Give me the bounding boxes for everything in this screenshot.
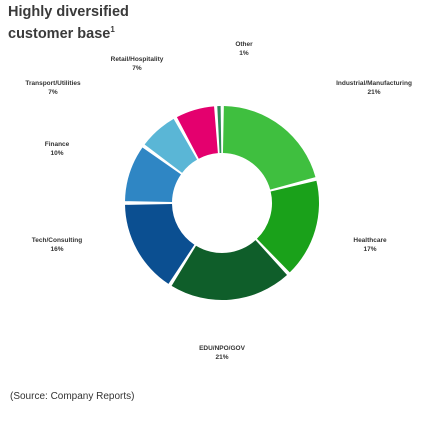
title-line-1: Highly diversified bbox=[8, 4, 129, 20]
slice-tech-consulting bbox=[125, 203, 195, 284]
slice-retail-hospitality bbox=[176, 106, 218, 159]
value-other: 1% bbox=[239, 50, 249, 57]
value-industrial-manufacturing: 21% bbox=[367, 89, 380, 96]
slice-finance bbox=[125, 147, 181, 203]
value-healthcare: 17% bbox=[363, 246, 376, 253]
donut-slices bbox=[125, 106, 320, 300]
value-retail-hospitality: 7% bbox=[132, 65, 142, 72]
slice-edu-npo-gov bbox=[171, 240, 288, 300]
title-line-2-text: customer base bbox=[8, 25, 111, 42]
slice-other bbox=[217, 106, 222, 154]
title-line-2: customer base1 bbox=[8, 21, 129, 43]
chart-title: Highly diversified customer base1 bbox=[8, 4, 129, 43]
value-edu-npo-gov: 21% bbox=[215, 354, 228, 361]
title-footnote-marker: 1 bbox=[110, 25, 115, 34]
label-retail-hospitality: Retail/Hospitality bbox=[111, 56, 164, 63]
label-edu-npo-gov: EDU/NPO/GOV bbox=[199, 345, 246, 352]
slice-transport-utilities bbox=[144, 118, 198, 173]
label-healthcare: Healthcare bbox=[353, 237, 387, 244]
slice-industrial-manufacturing bbox=[222, 106, 316, 190]
slice-healthcare bbox=[256, 180, 320, 273]
label-transport-utilities: Transport/Utilities bbox=[25, 80, 81, 87]
donut-labels: Industrial/Manufacturing 21% Healthcare 17%… bbox=[25, 41, 412, 361]
label-other: Other bbox=[235, 41, 253, 48]
label-industrial-manufacturing: Industrial/Manufacturing bbox=[336, 80, 412, 87]
label-finance: Finance bbox=[45, 141, 70, 148]
value-transport-utilities: 7% bbox=[48, 89, 58, 96]
source-note: (Source: Company Reports) bbox=[10, 391, 135, 402]
value-tech-consulting: 16% bbox=[50, 246, 63, 253]
label-tech-consulting: Tech/Consulting bbox=[32, 237, 82, 244]
value-finance: 10% bbox=[50, 150, 63, 157]
